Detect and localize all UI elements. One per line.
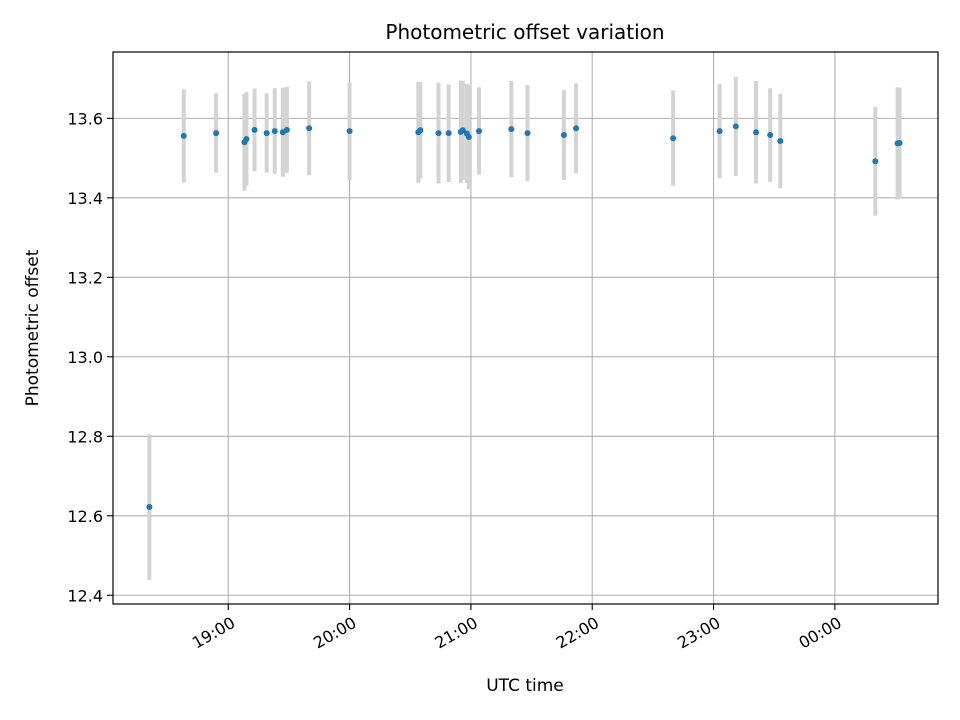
- y-tick-label: 12.6: [67, 507, 103, 526]
- y-tick-label: 13.2: [67, 268, 103, 287]
- data-point: [732, 123, 739, 130]
- data-point: [306, 125, 313, 132]
- data-point: [670, 135, 677, 142]
- data-point: [777, 138, 784, 145]
- y-tick-label: 13.6: [67, 109, 103, 128]
- data-point: [445, 130, 452, 137]
- y-tick-label: 13.0: [67, 348, 103, 367]
- data-point: [180, 132, 187, 139]
- data-point: [251, 126, 258, 133]
- y-tick-label: 13.4: [67, 189, 103, 208]
- data-point: [465, 134, 472, 141]
- data-point: [283, 126, 290, 133]
- data-point: [753, 129, 760, 136]
- y-tick-label: 12.8: [67, 427, 103, 446]
- y-tick-label: 12.4: [67, 586, 103, 605]
- y-grid: [113, 117, 938, 596]
- data-point: [767, 132, 774, 139]
- chart-title: Photometric offset variation: [385, 20, 664, 44]
- y-axis-title: Photometric offset: [23, 249, 43, 406]
- data-point: [573, 125, 580, 132]
- data-point: [243, 136, 250, 143]
- data-point: [417, 127, 424, 134]
- data-point: [475, 128, 482, 135]
- data-point: [560, 132, 567, 139]
- data-point: [524, 130, 531, 137]
- data-point: [263, 130, 270, 137]
- plot-area: [113, 52, 938, 604]
- data-point: [146, 504, 153, 511]
- data-point: [508, 126, 515, 133]
- x-axis-title: UTC time: [486, 676, 564, 696]
- data-point: [716, 128, 723, 135]
- data-point: [213, 130, 220, 137]
- data-points: [146, 123, 903, 511]
- data-point: [896, 140, 903, 147]
- data-point: [459, 127, 466, 134]
- data-point: [872, 158, 879, 165]
- data-point: [271, 128, 278, 135]
- data-point: [346, 128, 353, 135]
- data-point: [435, 130, 442, 137]
- x-grid: [227, 52, 836, 604]
- plot-frame: [112, 51, 939, 605]
- y-axis-ticks: 12.4 12.6 12.8 13.0 13.2 13.4 13.6: [67, 109, 113, 605]
